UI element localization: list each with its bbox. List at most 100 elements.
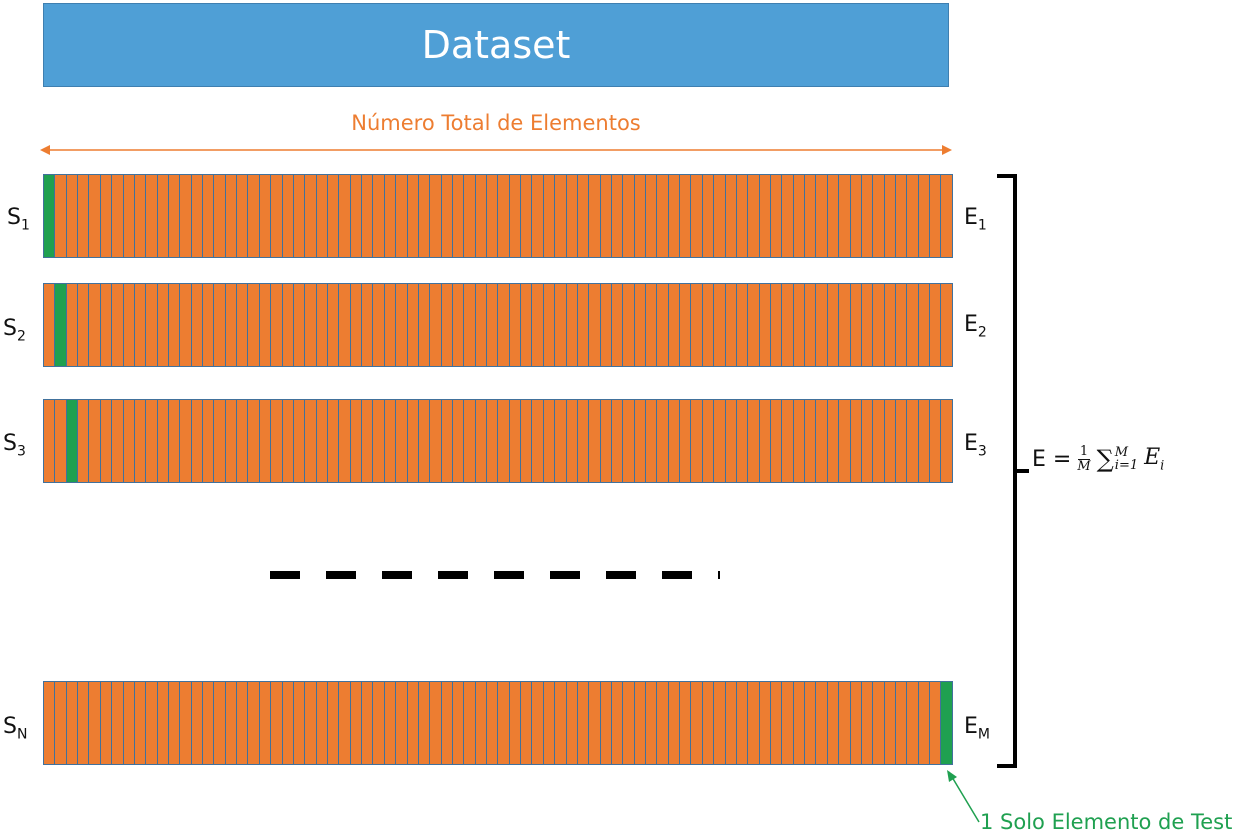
train-cell — [225, 284, 238, 366]
train-cell — [475, 175, 488, 257]
train-cell — [657, 400, 669, 482]
train-cell — [146, 400, 158, 482]
train-cell — [112, 400, 124, 482]
split-label: SN — [3, 714, 28, 743]
train-cell — [498, 175, 510, 257]
train-cell — [714, 682, 726, 764]
train-cell — [577, 284, 590, 366]
train-cell — [487, 682, 499, 764]
train-cell — [555, 682, 567, 764]
train-cell — [475, 400, 488, 482]
train-cell — [736, 175, 749, 257]
train-cell — [714, 400, 726, 482]
train-cell — [89, 175, 101, 257]
train-cell — [509, 400, 522, 482]
train-cell — [339, 400, 351, 482]
total-elements-label: Número Total de Elementos — [351, 111, 641, 135]
train-cell — [827, 175, 840, 257]
train-cell — [736, 400, 749, 482]
train-cell — [271, 682, 283, 764]
train-cell — [884, 682, 896, 764]
train-cell — [895, 682, 908, 764]
train-cell — [850, 284, 862, 366]
train-cell — [873, 175, 885, 257]
train-cell — [373, 400, 385, 482]
train-cell — [89, 400, 101, 482]
train-cell — [100, 284, 113, 366]
train-cell — [373, 175, 385, 257]
train-cell — [759, 682, 771, 764]
train-cell — [589, 400, 601, 482]
train-cell — [362, 284, 374, 366]
train-cell — [759, 400, 771, 482]
train-cell — [418, 400, 431, 482]
train-cell — [771, 682, 783, 764]
train-cell — [123, 284, 135, 366]
train-cell — [282, 400, 294, 482]
train-cell — [487, 175, 499, 257]
train-cell — [771, 284, 783, 366]
train-cell — [884, 175, 896, 257]
train-cell — [793, 682, 806, 764]
train-cell — [78, 400, 90, 482]
train-cell — [861, 682, 874, 764]
train-cell — [112, 284, 124, 366]
train-cell — [600, 400, 612, 482]
train-cell — [793, 175, 806, 257]
train-cell — [623, 284, 635, 366]
train-cell — [873, 682, 885, 764]
train-cell — [452, 175, 465, 257]
train-cell — [464, 682, 476, 764]
train-cell — [793, 400, 806, 482]
train-cell — [850, 682, 862, 764]
train-cell — [157, 400, 169, 482]
train-cell — [930, 284, 942, 366]
sum-symbol: ∑ — [1096, 445, 1114, 474]
train-cell — [396, 400, 408, 482]
train-cell — [839, 682, 851, 764]
test-element-label: 1 Solo Elemento de Test — [980, 810, 1233, 834]
train-cell — [362, 400, 374, 482]
train-cell — [680, 284, 692, 366]
train-cell — [441, 400, 453, 482]
train-cell — [418, 682, 431, 764]
train-cell — [259, 175, 272, 257]
train-cell — [736, 682, 749, 764]
train-cell — [668, 400, 681, 482]
train-cell — [271, 400, 283, 482]
train-cell — [634, 175, 647, 257]
train-cell — [691, 284, 703, 366]
train-cell — [771, 400, 783, 482]
train-cell — [373, 682, 385, 764]
train-cell — [225, 682, 238, 764]
train-cell — [646, 284, 658, 366]
train-cell — [316, 175, 328, 257]
train-cell — [566, 400, 578, 482]
train-cell — [89, 284, 101, 366]
train-cell — [827, 284, 840, 366]
train-cell — [464, 284, 476, 366]
train-cell — [78, 175, 90, 257]
train-cell — [611, 284, 624, 366]
train-cell — [327, 175, 340, 257]
train-cell — [112, 682, 124, 764]
train-cell — [123, 175, 135, 257]
train-cell — [521, 400, 533, 482]
train-cell — [487, 400, 499, 482]
train-cell — [895, 400, 908, 482]
train-cell — [941, 284, 952, 366]
train-cell — [680, 400, 692, 482]
train-cell — [930, 175, 942, 257]
train-cell — [839, 400, 851, 482]
train-cell — [714, 284, 726, 366]
train-cell — [816, 284, 828, 366]
train-cell — [555, 175, 567, 257]
train-cell — [248, 175, 260, 257]
train-cell — [339, 682, 351, 764]
train-cell — [464, 400, 476, 482]
train-cell — [725, 175, 737, 257]
train-cell — [600, 682, 612, 764]
train-cell — [918, 175, 931, 257]
train-cell — [203, 400, 215, 482]
train-cell — [384, 175, 397, 257]
